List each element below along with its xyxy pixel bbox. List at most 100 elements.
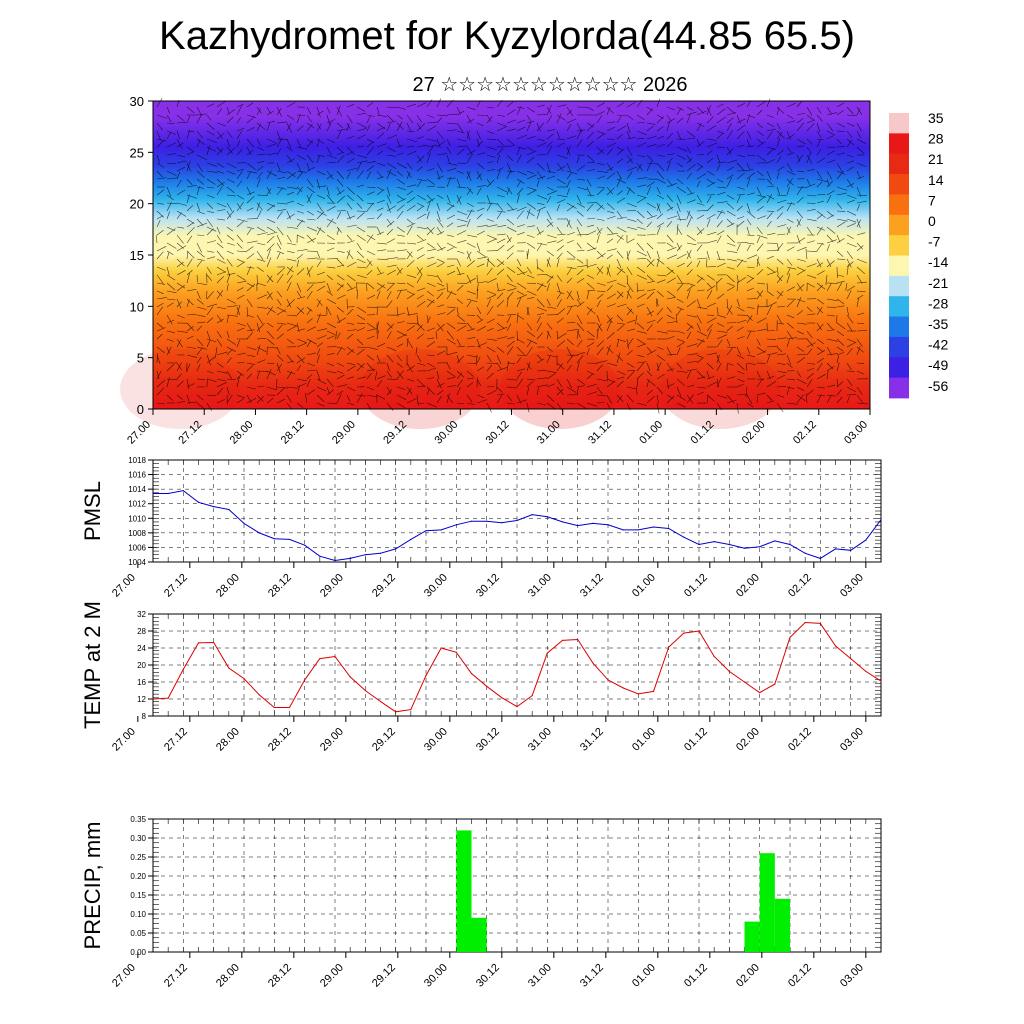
colorbar-label: 7	[928, 192, 936, 208]
temp-data-point	[516, 706, 518, 708]
colorbar-segment	[889, 194, 909, 216]
pmsl-data-point	[364, 554, 366, 556]
pmsl-x-tick-label: 01.12	[682, 572, 710, 600]
temp-data-point	[304, 679, 306, 681]
pmsl-data-point	[789, 543, 791, 546]
temp-x-tick-label: 01.00	[630, 726, 658, 754]
pmsl-data-point	[167, 492, 169, 495]
temp-y-tick-label: 20	[137, 661, 146, 670]
pmsl-data-point	[152, 492, 154, 495]
y-tick-label: 10	[130, 299, 144, 314]
pmsl-data-point	[349, 557, 351, 559]
precip-x-tick-label: 01.12	[682, 962, 710, 990]
precip-x-tick-label: 31.12	[578, 962, 606, 990]
pmsl-data-point	[455, 524, 457, 526]
temp-data-point	[395, 711, 397, 713]
colorbar-label: -21	[928, 275, 948, 291]
pmsl-x-tick-label: 27.12	[162, 572, 190, 600]
cs-x-tick-label: 02.12	[791, 419, 819, 447]
temp-data-point	[592, 662, 594, 664]
precip-y-tick-label: 0.35	[130, 815, 146, 824]
pmsl-x-tick-label: 27.00	[110, 572, 138, 600]
temp-data-point	[804, 621, 806, 624]
temp-x-tick-label: 31.00	[526, 726, 554, 754]
y-tick-label: 5	[137, 351, 144, 366]
colorbar-segment	[889, 275, 909, 297]
pmsl-data-point	[319, 555, 321, 557]
precip-x-tick-label: 27.00	[110, 962, 138, 990]
precip-y-tick-label: 0.30	[130, 834, 146, 843]
pmsl-x-tick-label: 30.12	[474, 572, 502, 600]
temp-ylabel: TEMP at 2 M	[80, 601, 105, 729]
colorbar-segment	[889, 377, 909, 399]
pmsl-x-tick-label: 30.00	[422, 572, 450, 600]
colorbar-label: -35	[928, 316, 948, 332]
pmsl-data-point	[213, 506, 215, 508]
temp-data-point	[319, 658, 321, 660]
pmsl-data-point	[880, 519, 882, 521]
pmsl-data-point	[379, 552, 382, 554]
temp-data-point	[243, 678, 245, 680]
pmsl-data-point	[304, 544, 306, 546]
pmsl-x-tick-label: 29.12	[370, 572, 398, 600]
pmsl-x-tick-label: 31.00	[526, 572, 554, 600]
pmsl-data-point	[804, 552, 806, 554]
precip-x-tick-label: 02.00	[734, 962, 762, 990]
temp-data-point	[228, 667, 230, 669]
temp-data-point	[273, 706, 275, 709]
pmsl-x-tick-label: 03.00	[838, 572, 866, 600]
pmsl-data-point	[637, 529, 639, 531]
pmsl-data-point	[395, 548, 397, 550]
colorbar-label: -7	[928, 234, 941, 250]
pmsl-data-point	[516, 519, 518, 522]
pmsl-data-point	[531, 514, 533, 516]
temp-x-tick-label: 03.00	[838, 726, 866, 754]
pmsl-y-tick-label: 1006	[128, 543, 146, 552]
wind-barbs	[155, 97, 868, 414]
pmsl-grid	[152, 459, 882, 563]
y-tick-label: 20	[130, 197, 144, 212]
pmsl-x-tick-label: 28.00	[214, 572, 242, 600]
temp-data-point	[577, 638, 579, 641]
temp-data-point	[364, 689, 366, 692]
pmsl-data-point	[197, 501, 200, 503]
pmsl-data-point	[410, 538, 412, 541]
pmsl-data-point	[440, 529, 442, 531]
temp-data-point	[167, 697, 169, 699]
temp-data-point	[789, 636, 791, 638]
temp-data-point	[546, 652, 548, 654]
colorbar-label: -49	[928, 357, 948, 373]
precip-x-tick-label: 03.00	[838, 962, 866, 990]
temp-y-tick-label: 16	[137, 678, 146, 687]
precip-ylabel: PRECIP, mm	[80, 822, 105, 950]
precip-y-tick-label: 0.15	[130, 891, 146, 900]
pmsl-data-point	[546, 516, 548, 518]
pmsl-x-tick-label: 31.12	[578, 572, 606, 600]
temp-data-point	[819, 622, 821, 624]
temp-grid	[152, 613, 882, 717]
pmsl-data-point	[759, 546, 761, 548]
pmsl-data-point	[850, 549, 852, 551]
precip-bar	[456, 830, 472, 952]
pmsl-x-tick-label: 01.00	[630, 572, 658, 600]
temp-data-point	[531, 695, 533, 697]
colorbar-segment	[889, 174, 909, 195]
pmsl-data-point	[425, 530, 427, 532]
pmsl-x-tick-label: 02.00	[734, 572, 762, 600]
temp-x-tick-label: 31.12	[578, 726, 606, 754]
cs-x-tick-label: 30.12	[484, 419, 512, 447]
temp-data-point	[470, 672, 473, 675]
cs-x-tick-label: 01.00	[637, 419, 665, 447]
pmsl-data-point	[683, 536, 685, 538]
temp-data-point	[713, 655, 715, 658]
precip-x-tick-label: 01.00	[630, 962, 658, 990]
colorbar-label: 0	[928, 213, 936, 229]
colorbar-segment	[889, 235, 909, 256]
cs-x-tick-label: 28.00	[228, 419, 256, 447]
precip-x-tick-label: 30.12	[474, 962, 502, 990]
precip-y-tick-label: 0.25	[130, 853, 146, 862]
colorbar-segment	[889, 316, 909, 338]
pmsl-data-point	[501, 522, 503, 524]
y-tick-label: 15	[130, 248, 144, 263]
temp-data-point	[288, 706, 291, 709]
